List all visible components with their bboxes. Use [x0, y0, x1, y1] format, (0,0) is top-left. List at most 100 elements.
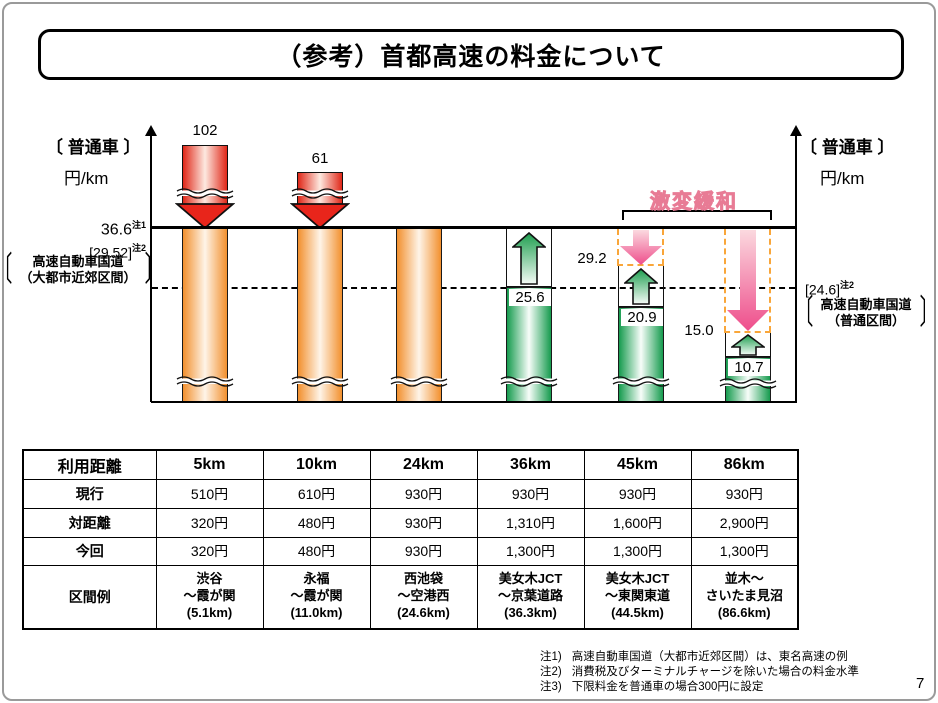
table-row-distance-based: 対距離 320円 480円 930円 1,310円 1,600円 2,900円: [22, 507, 799, 538]
table-row-current: 現行 510円 610円 930円 930円 930円 930円: [22, 478, 799, 509]
row-label: 対距離: [22, 507, 157, 538]
right-unit-label: 円/km: [820, 169, 865, 188]
cell: 930円: [369, 536, 478, 566]
cell: 320円: [155, 507, 264, 538]
mitigation-guide-45km-right: [662, 229, 664, 265]
rate-label-10km: 61: [311, 150, 329, 167]
cell: 1,300円: [476, 536, 585, 566]
col-header: 10km: [262, 449, 371, 480]
table-row-section-example: 区間例 渋谷 〜霞が関 (5.1km) 永福 〜霞が関 (11.0km) 西池袋…: [22, 564, 799, 630]
close-bracket-icon: 〕: [144, 251, 163, 289]
cell: 930円: [369, 478, 478, 509]
cell: 西池袋 〜空港西 (24.6km): [369, 564, 478, 630]
row-label: 区間例: [22, 564, 157, 630]
left-axis-note: 〔 高速自動車国道（大都市近郊区間） 〕: [0, 253, 163, 287]
new-rate-label-45km: 29.2: [570, 250, 614, 267]
note1-ref: 注1: [131, 220, 146, 230]
open-bracket-icon: 〔: [794, 294, 813, 332]
left-axis: [150, 134, 152, 402]
break-mark-10km-arrow: [291, 188, 349, 199]
pink-arrow-86km-icon: [727, 230, 769, 331]
cell: 930円: [690, 478, 799, 509]
break-mark-bar-86km: [719, 378, 777, 389]
chart-bottom-line: [151, 401, 797, 403]
break-mark-bar-10km: [291, 376, 349, 387]
cell: 1,600円: [583, 507, 692, 538]
cell: 320円: [155, 536, 264, 566]
mitigation-guide-45km-top: [617, 264, 664, 266]
cell: 930円: [476, 478, 585, 509]
cell: 510円: [155, 478, 264, 509]
open-bracket-icon: 〔: [0, 253, 12, 287]
col-header: 利用距離: [22, 449, 157, 480]
col-header: 36km: [476, 449, 585, 480]
new-rate-label-86km: 15.0: [677, 322, 721, 339]
left-unit-label: 円/km: [64, 169, 109, 188]
right-axis: [795, 134, 797, 402]
close-bracket-icon: 〕: [919, 294, 938, 332]
green-arrow-45km-icon: [624, 268, 658, 305]
red-arrow-head-5km-icon: [175, 203, 235, 229]
break-mark-bar-45km: [612, 376, 670, 387]
mitigation-bracket: [622, 210, 772, 220]
col-header: 86km: [690, 449, 799, 480]
right-vehicle-label: 〔 普通車 〕: [800, 138, 895, 157]
cell: 渋谷 〜霞が関 (5.1km): [155, 564, 264, 630]
cell: 永福 〜霞が関 (11.0km): [262, 564, 371, 630]
mitigation-guide-86km-left: [724, 229, 726, 332]
break-mark-bar-5km: [176, 376, 234, 387]
break-mark-bar-36km: [500, 376, 558, 387]
footnote-2: 注2) 消費税及びターミナルチャージを除いた場合の料金水準: [540, 666, 859, 678]
table-header-row: 利用距離 5km 10km 24km 36km 45km 86km: [22, 449, 799, 480]
footnotes: 注1) 高速自動車国道（大都市近郊区間）は、東名高速の例 注2) 消費税及びターミナ…: [540, 650, 859, 695]
pink-arrow-45km-icon: [620, 230, 662, 265]
row-label: 現行: [22, 478, 157, 509]
row-label: 今回: [22, 536, 157, 566]
cell: 美女木JCT 〜京葉道路 (36.3km): [476, 564, 585, 630]
left-axis-arrow-icon: [145, 125, 157, 136]
title-box: （参考）首都高速の料金について: [38, 29, 904, 80]
mitigation-label: 激変緩和: [650, 191, 738, 214]
bar-24km: [396, 229, 442, 401]
footnote-3: 注3) 下限料金を普通車の場合300円に設定: [540, 681, 764, 693]
current-rate-label-86km: 10.7: [728, 359, 770, 376]
cell: 930円: [583, 478, 692, 509]
break-mark-5km-arrow: [176, 188, 234, 199]
cell: 480円: [262, 536, 371, 566]
right-axis-note: 〔 高速自動車国道 （普通区間） 〕: [794, 294, 938, 332]
current-rate-label-45km: 20.9: [621, 309, 663, 326]
cell: 美女木JCT 〜東関東道 (44.5km): [583, 564, 692, 630]
cell: 480円: [262, 507, 371, 538]
note2-ref: 注2: [131, 243, 146, 254]
green-arrow-36km-icon: [512, 232, 546, 285]
baseline-36-6: [151, 226, 797, 229]
mitigation-guide-86km-right: [769, 229, 771, 332]
cell: 並木〜 さいたま見沼 (86.6km): [690, 564, 799, 630]
page-title: （参考）首都高速の料金について: [276, 42, 666, 71]
break-mark-bar-24km: [390, 376, 448, 387]
green-arrow-86km-icon: [731, 334, 765, 356]
cell: 1,310円: [476, 507, 585, 538]
right-axis-arrow-icon: [790, 125, 802, 136]
red-arrow-head-10km-icon: [290, 203, 350, 229]
cell: 930円: [369, 507, 478, 538]
toll-chart: 〔 普通車 〕 円/km 〔 普通車 〕 円/km 36.6注1 [29.52]…: [0, 100, 938, 440]
toll-table: 利用距離 5km 10km 24km 36km 45km 86km 現行 510…: [22, 449, 799, 630]
cell: 1,300円: [583, 536, 692, 566]
footnote-1: 注1) 高速自動車国道（大都市近郊区間）は、東名高速の例: [540, 651, 848, 663]
current-rate-label-36km: 25.6: [509, 289, 551, 306]
cell: 2,900円: [690, 507, 799, 538]
mitigation-guide-45km-left: [617, 229, 619, 265]
table-row-this-time: 今回 320円 480円 930円 1,300円 1,300円 1,300円: [22, 536, 799, 566]
col-header: 5km: [155, 449, 264, 480]
col-header: 24km: [369, 449, 478, 480]
bar-10km: [297, 229, 343, 401]
baseline-value-label: 36.6注1 [29.52]注2: [89, 220, 146, 261]
dashed-24-6-line: [152, 287, 795, 289]
cell: 1,300円: [690, 536, 799, 566]
increase-box-45km: [618, 265, 664, 307]
rate-label-5km: 102: [192, 122, 218, 139]
mitigation-guide-86km-top: [724, 331, 771, 333]
baseline-sub-value: [29.52]: [89, 244, 132, 261]
